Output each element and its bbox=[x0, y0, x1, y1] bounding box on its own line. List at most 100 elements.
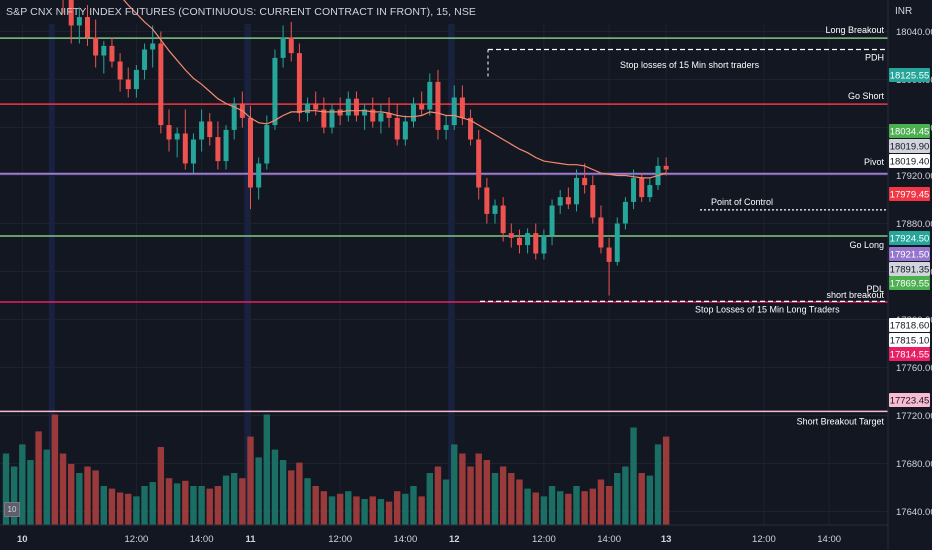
price-tag bbox=[889, 276, 930, 290]
volume-bar bbox=[27, 460, 34, 525]
price-tag-label: 18019.90 bbox=[890, 142, 930, 153]
volume-bar bbox=[385, 501, 393, 525]
volume-bar bbox=[35, 431, 42, 525]
candle-body bbox=[223, 129, 229, 162]
x-tick-label: 14:00 bbox=[817, 534, 841, 545]
volume-bar bbox=[557, 491, 564, 525]
price-tag bbox=[889, 247, 930, 261]
volume-bar bbox=[467, 466, 474, 525]
volume-indicator-badge[interactable]: 10 bbox=[4, 502, 20, 517]
volume-bar bbox=[328, 496, 336, 525]
price-tag-label: 18125.55 bbox=[890, 71, 930, 82]
volume-bar bbox=[402, 493, 409, 525]
candle-body bbox=[76, 17, 82, 26]
candle-body bbox=[598, 217, 604, 248]
volume-bar bbox=[483, 460, 491, 525]
volume-bar bbox=[255, 457, 262, 525]
candle-body bbox=[435, 81, 441, 130]
volume-bar bbox=[141, 486, 148, 525]
volume-bar bbox=[434, 466, 442, 525]
candle-body bbox=[329, 109, 335, 128]
volume-bar bbox=[426, 473, 433, 525]
volume-bar bbox=[394, 491, 401, 525]
y-tick-label: 18040.00 bbox=[896, 27, 932, 38]
candle-body bbox=[590, 185, 596, 218]
volume-bar bbox=[459, 453, 466, 525]
volume-bar bbox=[336, 493, 344, 525]
volume-bar bbox=[165, 478, 173, 525]
price-tag-label: 17924.50 bbox=[890, 234, 930, 245]
price-tag bbox=[889, 68, 930, 82]
x-tick-label: 13 bbox=[661, 534, 672, 545]
volume-bar bbox=[68, 463, 75, 525]
candle-body bbox=[288, 37, 294, 54]
candle-body bbox=[133, 69, 139, 90]
volume-bar bbox=[565, 493, 572, 525]
candle-body bbox=[272, 57, 278, 126]
candle-body bbox=[484, 187, 490, 214]
volume-bar bbox=[605, 486, 613, 525]
price-tag-label: 17921.50 bbox=[890, 250, 930, 261]
candle-body bbox=[427, 81, 433, 110]
volume-bar bbox=[654, 444, 662, 525]
volume-bar bbox=[222, 475, 230, 525]
volume-bar bbox=[630, 427, 637, 525]
candle-body bbox=[158, 43, 164, 126]
volume-bar bbox=[190, 486, 197, 525]
price-tag bbox=[889, 347, 930, 361]
price-tag bbox=[889, 393, 930, 407]
candle-body bbox=[215, 137, 221, 162]
volume-bar bbox=[149, 482, 156, 525]
candle-body bbox=[370, 109, 376, 122]
volume-bar bbox=[345, 491, 352, 525]
volume-bar bbox=[377, 499, 385, 525]
candle-body bbox=[402, 121, 408, 140]
session-band bbox=[244, 24, 251, 525]
volume-bar bbox=[573, 486, 580, 525]
price-tag bbox=[889, 333, 930, 347]
volume-bar bbox=[548, 486, 556, 525]
volume-bar bbox=[288, 470, 295, 525]
candle-body bbox=[541, 235, 547, 254]
volume-bar bbox=[59, 453, 67, 525]
x-tick-label: 12:00 bbox=[328, 534, 352, 545]
x-tick-label: 14:00 bbox=[393, 534, 417, 545]
candle-body bbox=[296, 53, 302, 114]
price-tag-label: 18034.45 bbox=[890, 127, 930, 138]
candle-body bbox=[117, 61, 123, 80]
volume-bar bbox=[43, 449, 50, 525]
x-tick-label: 12:00 bbox=[752, 534, 776, 545]
candle-body bbox=[264, 125, 270, 164]
volume-bar bbox=[116, 492, 124, 525]
volume-bar bbox=[279, 460, 287, 525]
volume-bar bbox=[361, 499, 368, 525]
x-tick-label: 12:00 bbox=[125, 534, 149, 545]
y-tick-label: 17760.00 bbox=[896, 363, 932, 374]
candle-body bbox=[85, 17, 90, 38]
volume-bar bbox=[418, 496, 425, 525]
candle-body bbox=[150, 43, 156, 50]
volume-bar bbox=[622, 466, 629, 525]
candle-body bbox=[500, 205, 506, 234]
candle-body bbox=[345, 98, 351, 116]
candle-body bbox=[231, 103, 237, 130]
candle-body bbox=[142, 49, 148, 70]
candle-body bbox=[639, 177, 645, 198]
level-label: Stop Losses of 15 Min Long Traders bbox=[695, 304, 840, 314]
level-label: Long Breakout bbox=[825, 25, 884, 35]
candle-body bbox=[378, 113, 384, 122]
y-tick-label: 17640.00 bbox=[896, 507, 932, 518]
session-band bbox=[48, 24, 55, 525]
volume-bar bbox=[646, 475, 654, 525]
volume-bar bbox=[51, 414, 59, 525]
y-tick-label: 17880.00 bbox=[896, 219, 932, 230]
currency-label: INR bbox=[895, 6, 913, 17]
candle-body bbox=[321, 109, 327, 128]
candle-body bbox=[248, 117, 253, 188]
volume-bar bbox=[491, 473, 499, 525]
x-tick-label: 10 bbox=[17, 534, 28, 545]
level-label: Go Short bbox=[848, 91, 885, 101]
volume-bar bbox=[320, 491, 328, 525]
candle-body bbox=[199, 121, 205, 140]
